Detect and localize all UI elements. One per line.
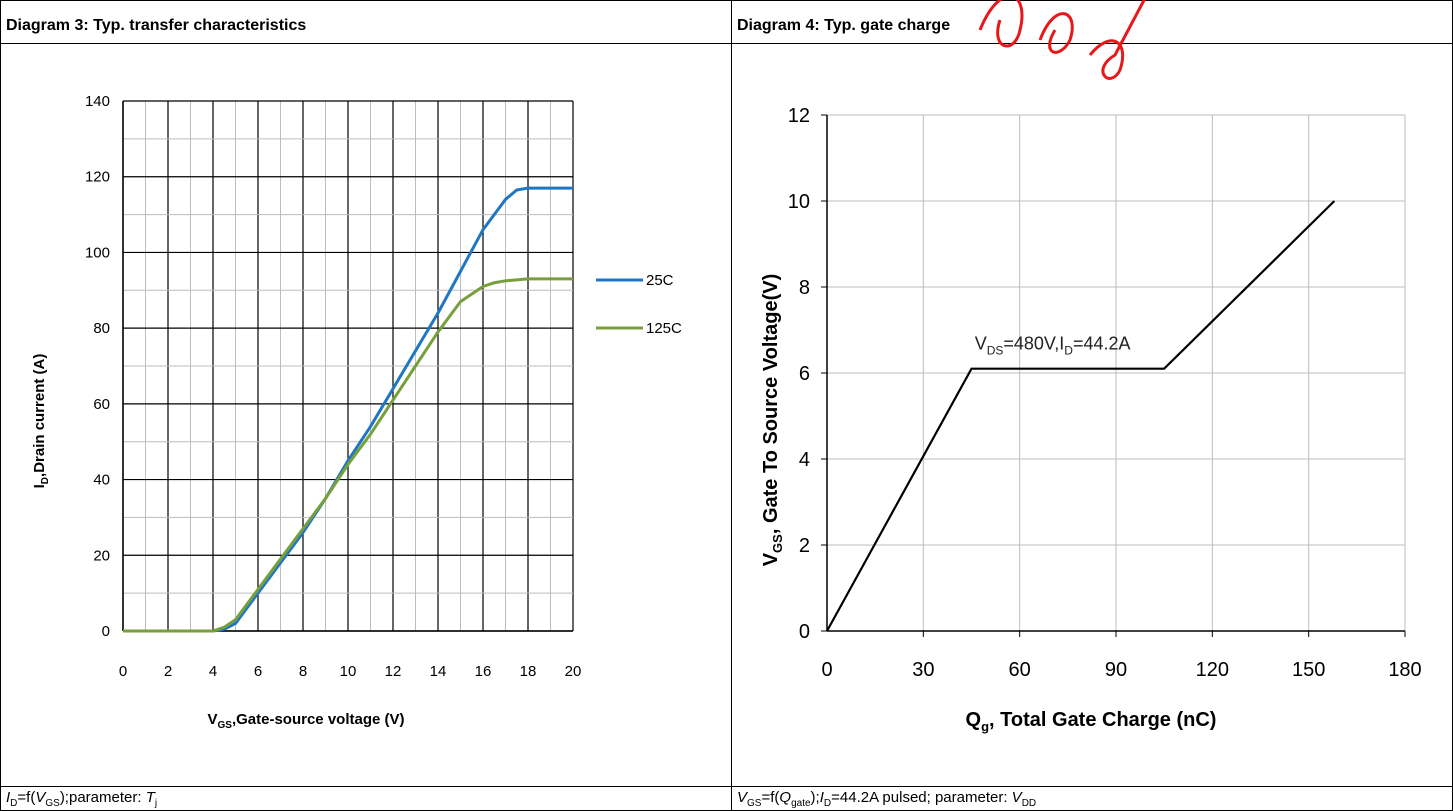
table-border-left [0, 0, 1, 811]
y-tick-label: 12 [788, 105, 810, 127]
x-tick-labels: 0 30 60 90 120 150 180 [821, 659, 1421, 681]
chart-grid [826, 114, 1406, 632]
series-lines [123, 186, 573, 633]
x-tick-label: 30 [912, 659, 934, 681]
gate-charge-chart: 0 30 60 90 120 150 180 0 2 4 6 8 10 12 VDS=480V,ID=4… [760, 105, 1422, 734]
x-tick-label: 18 [520, 663, 537, 680]
x-tick-label: 6 [254, 663, 262, 680]
x-tick-label: 0 [821, 659, 832, 681]
chart-axes [821, 114, 1406, 637]
x-tick-label: 90 [1105, 659, 1127, 681]
y-tick-label: 20 [93, 547, 110, 564]
series-line-125C [123, 277, 573, 633]
x-tick-label: 8 [299, 663, 307, 680]
diagram-3-caption: ID=f(VGS);parameter: Tj [6, 789, 158, 809]
y-tick-label: 40 [93, 472, 110, 489]
y-tick-label: 100 [85, 244, 110, 261]
y-tick-label: 60 [93, 396, 110, 413]
legend-label-25C: 25C [646, 272, 674, 289]
transfer-characteristics-chart: 0 2 4 6 8 10 12 14 16 18 20 0 20 40 60 80 100 120 140 25C… [31, 93, 682, 731]
watermark-logo [978, 0, 1146, 80]
y-tick-label: 80 [93, 320, 110, 337]
x-tick-label: 60 [1009, 659, 1031, 681]
column-divider [731, 0, 732, 811]
x-axis-label: Qg, Total Gate Charge (nC) [966, 709, 1217, 734]
caption-row-divider [0, 786, 1453, 787]
table-border-top [0, 0, 1453, 1]
y-tick-label: 2 [799, 535, 810, 557]
y-axis-label: VGS, Gate To Source Voltage(V) [760, 274, 785, 567]
y-tick-label: 10 [788, 191, 810, 213]
x-axis-label: VGS,Gate-source voltage (V) [207, 711, 404, 731]
diagram-4-caption: VGS=f(Qgate);ID=44.2A pulsed; parameter:… [737, 789, 1037, 809]
y-tick-label: 6 [799, 363, 810, 385]
y-tick-label: 120 [85, 169, 110, 186]
x-tick-label: 16 [475, 663, 492, 680]
y-tick-label: 140 [85, 93, 110, 110]
y-axis-label: ID,Drain current (A) [31, 354, 51, 489]
x-tick-label: 150 [1292, 659, 1325, 681]
x-tick-label: 180 [1388, 659, 1421, 681]
y-tick-labels: 0 2 4 6 8 10 12 [788, 105, 810, 643]
x-tick-label: 2 [164, 663, 172, 680]
y-tick-label: 8 [799, 277, 810, 299]
operating-condition-annotation: VDS=480V,ID=44.2A [975, 333, 1131, 357]
title-row-divider [0, 43, 1453, 44]
diagram-4-title: Diagram 4: Typ. gate charge [737, 17, 951, 34]
x-tick-label: 0 [119, 663, 127, 680]
gate-charge-curve [826, 200, 1336, 632]
x-tick-label: 12 [385, 663, 402, 680]
chart-grid [122, 100, 574, 632]
x-tick-label: 120 [1196, 659, 1229, 681]
x-tick-label: 20 [565, 663, 582, 680]
y-tick-label: 0 [102, 623, 110, 640]
series-lines [826, 200, 1336, 632]
y-tick-label: 0 [799, 621, 810, 643]
x-tick-label: 4 [209, 663, 217, 680]
y-tick-label: 4 [799, 449, 810, 471]
diagram-3-title: Diagram 3: Typ. transfer characteristics [6, 17, 307, 34]
x-tick-label: 14 [430, 663, 447, 680]
chart-legend: 25C 125C [596, 272, 682, 337]
y-tick-labels: 0 20 40 60 80 100 120 140 [85, 93, 110, 640]
x-tick-labels: 0 2 4 6 8 10 12 14 16 18 20 [119, 663, 582, 680]
x-tick-label: 10 [340, 663, 357, 680]
legend-label-125C: 125C [646, 320, 682, 337]
